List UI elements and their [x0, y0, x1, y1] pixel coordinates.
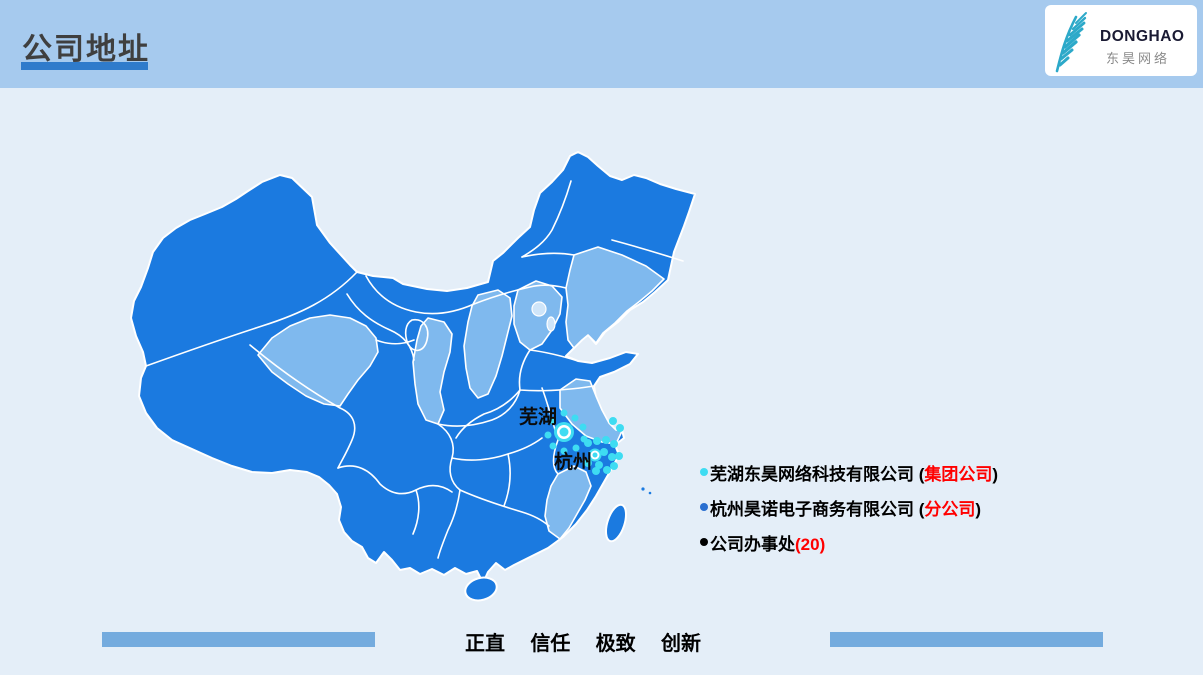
value-word: 信任	[530, 633, 571, 655]
feather-logo-icon	[1055, 12, 1087, 73]
legend-highlight: (20)	[795, 534, 826, 554]
office-dots	[544, 409, 624, 475]
legend-company-name: 杭州昊诺电子商务有限公司	[710, 499, 914, 519]
legend-dot-blue	[700, 503, 708, 511]
company-logo: DONGHAO 东昊网络	[1045, 5, 1197, 76]
value-word: 极致	[595, 633, 636, 655]
wuhu-marker	[554, 422, 574, 442]
legend-item-branch-company: 杭州昊诺电子商务有限公司 (分公司)	[700, 497, 998, 519]
legend-dot-black	[700, 538, 708, 546]
legend-item-offices: 公司办事处(20)	[700, 532, 998, 554]
small-island	[648, 491, 652, 495]
province-borders	[145, 180, 684, 559]
legend-item-group-company: 芜湖东昊网络科技有限公司 (集团公司)	[700, 462, 998, 484]
legend-company-name: 芜湖东昊网络科技有限公司	[710, 464, 914, 484]
province-liaoning	[565, 246, 665, 349]
hangzhou-marker	[588, 448, 602, 462]
footer-bar-right	[830, 632, 1103, 647]
legend-company-name: 公司办事处	[710, 534, 795, 554]
wuhu-label: 芜湖	[519, 405, 557, 428]
province-beijing	[531, 301, 547, 317]
logo-subtitle: 东昊网络	[1106, 51, 1171, 66]
value-word: 正直	[465, 633, 505, 655]
header-bar: 公司地址 DONGHAO 东昊网络	[0, 0, 1203, 88]
province-qinghai	[257, 314, 379, 407]
province-shanxi	[463, 289, 513, 399]
page-title: 公司地址	[22, 33, 150, 66]
legend-dot-cyan	[700, 468, 708, 476]
legend-highlight: 分公司	[924, 499, 976, 519]
hainan-island	[464, 576, 498, 602]
title-underline	[21, 62, 148, 70]
value-word: 创新	[660, 633, 701, 655]
footer-bar-left	[102, 632, 375, 647]
taiwan-island	[605, 503, 627, 543]
province-tianjin	[546, 316, 556, 332]
legend-highlight: 集团公司	[924, 464, 993, 484]
province-fujian	[544, 465, 592, 540]
logo-name: DONGHAO	[1100, 28, 1185, 45]
legend: 芜湖东昊网络科技有限公司 (集团公司) 杭州昊诺电子商务有限公司 (分公司) 公…	[700, 462, 998, 567]
small-island	[641, 487, 645, 491]
china-map: 芜湖 杭州	[130, 151, 696, 602]
company-values: 正直 信任 极致 创新	[465, 627, 701, 656]
hangzhou-label: 杭州	[554, 450, 592, 473]
